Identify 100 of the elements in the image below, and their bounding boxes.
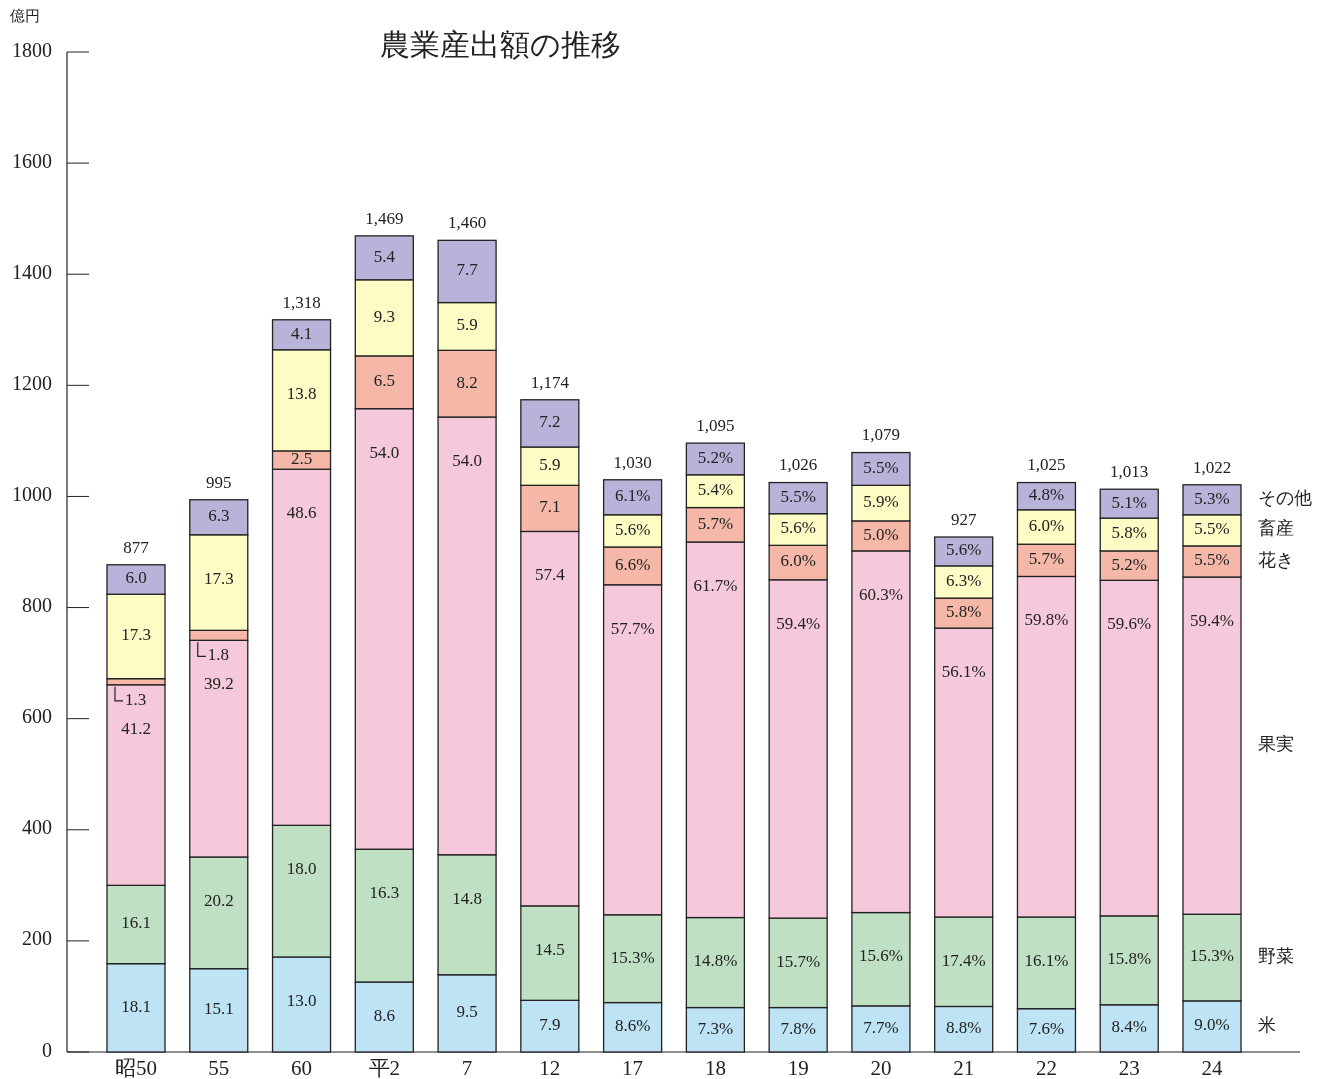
annotation: 6.3 bbox=[208, 506, 230, 526]
annotation: 5.5% bbox=[1194, 519, 1230, 539]
annotation: 7.7% bbox=[863, 1017, 899, 1037]
total: 995 bbox=[206, 472, 232, 492]
total: 1,174 bbox=[530, 372, 569, 392]
total: 1,030 bbox=[613, 452, 652, 472]
annotation: 5.7% bbox=[697, 513, 734, 533]
annotation: 16.3 bbox=[369, 883, 400, 903]
annotation: 14.5 bbox=[534, 939, 565, 959]
annotation: 18.0 bbox=[286, 859, 317, 879]
annotation: 16.1 bbox=[121, 913, 151, 933]
annotation: 8.6 bbox=[373, 1005, 395, 1025]
total: 1,013 bbox=[1110, 462, 1149, 482]
annotation: 15.7% bbox=[776, 951, 821, 971]
y-tick-label: 800 bbox=[22, 594, 52, 617]
annotation: 14.8 bbox=[452, 888, 482, 908]
total: 1,025 bbox=[1027, 455, 1066, 475]
total: 927 bbox=[950, 509, 977, 529]
x-tick-label: 平2 bbox=[368, 1055, 401, 1079]
annotation: 15.3% bbox=[1190, 946, 1234, 966]
annotation: 5.7% bbox=[1028, 549, 1065, 569]
annotation: 60.3% bbox=[858, 584, 903, 604]
annotation: 5.6% bbox=[780, 518, 816, 538]
y-tick-label: 1200 bbox=[12, 371, 52, 394]
series-label: 花き bbox=[1258, 549, 1294, 570]
annotation: 5.8% bbox=[945, 602, 982, 622]
y-tick-label: 600 bbox=[22, 705, 52, 728]
annotation: 7.7 bbox=[456, 260, 479, 280]
annotation: 1.3 bbox=[125, 689, 147, 709]
x-tick-label: 18 bbox=[704, 1055, 726, 1079]
annotation: 5.8% bbox=[1111, 523, 1147, 543]
annotation: 15.8% bbox=[1107, 949, 1152, 969]
x-tick-label: 20 bbox=[870, 1055, 892, 1079]
annotation: 5.9% bbox=[863, 492, 899, 512]
annotation: 4.8% bbox=[1028, 485, 1065, 505]
total: 1,026 bbox=[779, 455, 818, 475]
total: 1,469 bbox=[365, 208, 404, 228]
annotation: 1.8 bbox=[207, 645, 230, 665]
annotation: 54.0 bbox=[452, 450, 482, 470]
annotation: 9.0% bbox=[1194, 1015, 1230, 1035]
annotation: 59.4% bbox=[1190, 610, 1234, 630]
total: 1,022 bbox=[1192, 457, 1232, 477]
annotation: 59.4% bbox=[776, 613, 821, 633]
annotation: 5.6% bbox=[945, 540, 982, 560]
y-tick-label: 1600 bbox=[12, 149, 52, 172]
annotation: 5.9 bbox=[456, 315, 478, 335]
y-tick-label: 200 bbox=[22, 927, 52, 950]
series-label: 野菜 bbox=[1258, 945, 1294, 966]
total: 877 bbox=[123, 537, 149, 557]
annotation: 5.3% bbox=[1194, 488, 1230, 508]
annotation: 57.7% bbox=[610, 618, 655, 638]
annotation: 13.8 bbox=[286, 383, 317, 403]
annotation: 17.3 bbox=[203, 568, 234, 588]
annotation: 7.9 bbox=[539, 1015, 561, 1035]
x-tick-label: 23 bbox=[1118, 1055, 1140, 1079]
annotation: 56.1% bbox=[941, 662, 986, 682]
annotation: 7.3% bbox=[697, 1018, 734, 1038]
series-label: 米 bbox=[1258, 1014, 1276, 1035]
annotation: 6.0 bbox=[125, 568, 147, 588]
y-tick-label: 400 bbox=[22, 816, 52, 839]
annotation: 5.5% bbox=[863, 457, 899, 477]
annotation: 5.5% bbox=[780, 487, 816, 507]
x-tick-label: 17 bbox=[622, 1055, 644, 1079]
annotation: 17.3 bbox=[121, 625, 151, 645]
total: 1,460 bbox=[447, 213, 487, 233]
annotation: 5.4 bbox=[373, 246, 396, 266]
series-label: その他 bbox=[1258, 487, 1312, 508]
annotation: 15.3% bbox=[610, 947, 655, 967]
x-tick-label: 19 bbox=[787, 1055, 809, 1079]
x-tick-label: 55 bbox=[208, 1055, 230, 1079]
annotation: 15.1 bbox=[203, 999, 234, 1019]
x-tick-label: 12 bbox=[539, 1055, 561, 1079]
y-axis-title: 億円 bbox=[10, 8, 40, 25]
annotation: 9.5 bbox=[456, 1002, 478, 1022]
annotation: 6.6% bbox=[614, 554, 651, 574]
annotation: 17.4% bbox=[941, 950, 986, 970]
annotation: 6.0% bbox=[1028, 515, 1065, 535]
annotation: 13.0 bbox=[286, 990, 317, 1010]
title: 農業産出額の推移 bbox=[379, 27, 621, 61]
annotation: 59.6% bbox=[1107, 614, 1152, 634]
annotation: 5.2% bbox=[1111, 554, 1147, 574]
annotation: 7.1 bbox=[539, 497, 561, 517]
x-tick-label: 24 bbox=[1201, 1055, 1223, 1079]
annotation: 5.1% bbox=[1111, 492, 1147, 512]
annotation: 8.2 bbox=[456, 372, 478, 392]
annotation: 59.8% bbox=[1024, 610, 1069, 630]
y-tick-label: 1400 bbox=[12, 260, 52, 283]
series-label: 畜産 bbox=[1258, 518, 1294, 539]
annotation: 7.6% bbox=[1028, 1019, 1065, 1039]
annotation: 41.2 bbox=[121, 718, 151, 738]
annotation: 48.6 bbox=[286, 503, 317, 523]
annotation: 6.3% bbox=[945, 570, 982, 590]
annotation: 2.5 bbox=[290, 448, 313, 468]
annotation: 5.0% bbox=[863, 524, 899, 544]
annotation: 5.6% bbox=[614, 519, 651, 539]
annotation: 57.4 bbox=[534, 565, 566, 585]
x-tick-label: 22 bbox=[1035, 1055, 1057, 1079]
annotation: 39.2 bbox=[203, 674, 234, 694]
total: 1,079 bbox=[861, 425, 901, 445]
total: 1,318 bbox=[282, 292, 321, 312]
